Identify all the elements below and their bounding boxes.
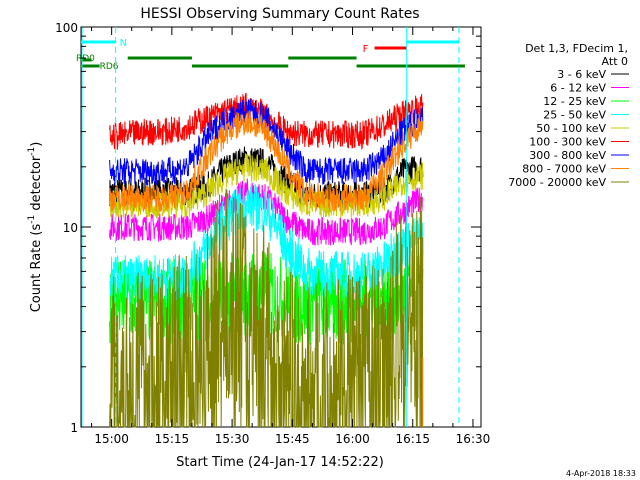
- x-tick-label: 15:15: [155, 432, 190, 446]
- x-tick-label: 16:00: [335, 432, 370, 446]
- legend-label-8: 7000 - 20000 keV: [508, 176, 606, 189]
- y-axis-label: Count Rate (s-1 detector-1): [27, 142, 44, 313]
- x-tick-label: 16:30: [456, 432, 491, 446]
- flag-rd0-label: RD0: [76, 54, 95, 64]
- x-tick-label: 15:45: [275, 432, 310, 446]
- y-axis-label-sup2: -1: [27, 147, 37, 156]
- y-axis-label-sup1: -1: [27, 215, 37, 224]
- legend-label-0: 3 - 6 keV: [557, 68, 606, 81]
- y-axis-ticks: 1 10 100: [55, 21, 481, 435]
- x-tick-label: 15:30: [215, 432, 250, 446]
- footer-date: 4-Apr-2018 18:33: [566, 469, 636, 478]
- legend-header-line2: Att 0: [602, 55, 628, 68]
- flags-layer: N F RD0 RD6: [76, 27, 465, 427]
- series-line-6: [109, 98, 424, 186]
- legend-label-6: 300 - 800 keV: [529, 149, 606, 162]
- series-layer: [109, 93, 424, 428]
- legend-label-5: 100 - 300 keV: [529, 136, 606, 149]
- chart-title: HESSI Observing Summary Count Rates: [140, 6, 419, 22]
- legend-label-7: 800 - 7000 keV: [522, 163, 606, 176]
- legend-label-2: 12 - 25 keV: [543, 95, 606, 108]
- series-line-1: [109, 178, 423, 246]
- x-axis-ticks: 15:00 15:15 15:30 15:45 16:00 16:15 16:30: [91, 27, 491, 446]
- series-line-5: [109, 93, 424, 150]
- y-tick-label: 100: [55, 21, 78, 35]
- legend-header-line1: Det 1,3, FDecim 1,: [525, 42, 628, 55]
- flag-n-label: N: [120, 38, 127, 49]
- y-tick-label: 1: [70, 421, 78, 435]
- y-axis-label-main: Count Rate (s: [29, 224, 44, 313]
- x-tick-label: 15:00: [94, 432, 129, 446]
- legend-label-1: 6 - 12 keV: [550, 82, 606, 95]
- series-line-7: [109, 110, 424, 213]
- series-line-8: [109, 188, 424, 428]
- legend-label-4: 50 - 100 keV: [536, 122, 606, 135]
- y-axis-label-mid: detector: [29, 155, 44, 215]
- y-tick-label: 10: [63, 221, 78, 235]
- flag-f-label: F: [363, 44, 369, 55]
- legend-label-3: 25 - 50 keV: [543, 109, 606, 122]
- x-axis-label: Start Time (24-Jan-17 14:52:22): [176, 455, 384, 470]
- flag-rd6-label: RD6: [100, 62, 119, 72]
- y-axis-label-end: ): [29, 142, 44, 147]
- x-tick-label: 16:15: [395, 432, 430, 446]
